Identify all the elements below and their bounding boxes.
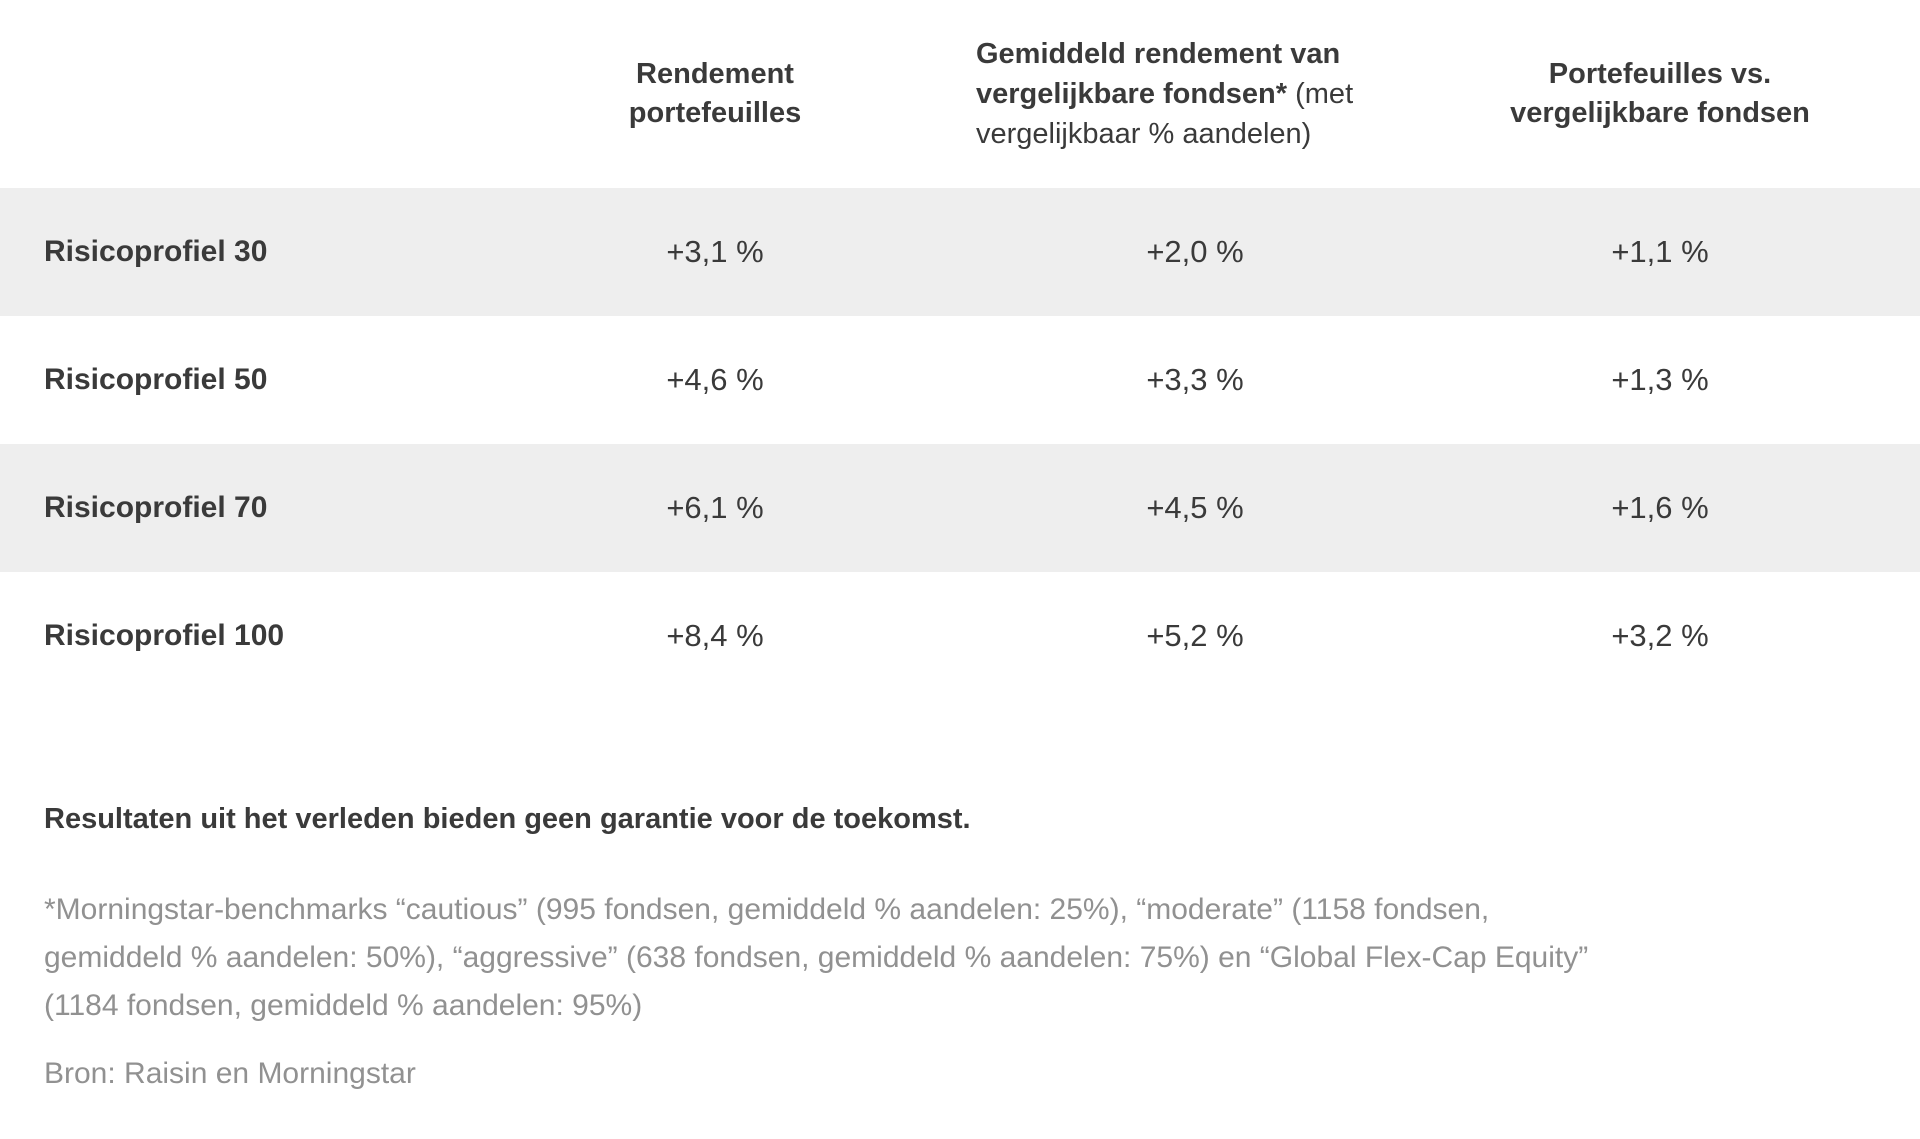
header-empty-cell (0, 0, 470, 188)
footnote-line: gemiddeld % aandelen: 50%), “aggressive”… (44, 941, 1589, 974)
cell-difference: +3,2 % (1611, 618, 1709, 653)
row-label: Risicoprofiel 100 (44, 619, 285, 652)
table-row-risicoprofiel-100: Risicoprofiel 100 +8,4 % +5,2 % +3,2 % (0, 572, 1920, 700)
header-line: portefeuilles (628, 97, 802, 129)
header-line: Rendement (636, 58, 794, 90)
footnote-line: (1184 fondsen, gemiddeld % aandelen: 95%… (44, 989, 643, 1022)
returns-table: Rendement portefeuilles Gemiddeld rendem… (0, 0, 1920, 700)
header-regular-part: (met vergelijkbaar % aandelen) (976, 78, 1354, 150)
cell-portfolio-return: +3,1 % (666, 234, 764, 269)
footnote-line: *Morningstar-benchmarks “cautious” (995 … (44, 893, 1490, 926)
header-gemiddeld-rendement: Gemiddeld rendement van vergelijkbare fo… (960, 0, 1430, 188)
header-line: Portefeuilles vs. (1548, 58, 1772, 90)
past-performance-disclaimer: Resultaten uit het verleden bieden geen … (44, 803, 971, 835)
cell-benchmark-return: +3,3 % (1146, 362, 1244, 397)
cell-difference: +1,3 % (1611, 362, 1709, 397)
table-row-risicoprofiel-50: Risicoprofiel 50 +4,6 % +3,3 % +1,3 % (0, 316, 1920, 444)
cell-difference: +1,1 % (1611, 234, 1709, 269)
header-portefeuilles-vs-fondsen: Portefeuilles vs. vergelijkbare fondsen (1430, 0, 1890, 188)
cell-portfolio-return: +8,4 % (666, 618, 764, 653)
header-line: vergelijkbare fondsen (1510, 97, 1810, 129)
header-rendement-portefeuilles: Rendement portefeuilles (470, 0, 960, 188)
benchmark-footnote: *Morningstar-benchmarks “cautious” (995 … (44, 886, 1830, 1030)
row-label: Risicoprofiel 50 (44, 363, 268, 396)
table-row-risicoprofiel-30: Risicoprofiel 30 +3,1 % +2,0 % +1,1 % (0, 188, 1920, 316)
cell-benchmark-return: +4,5 % (1146, 490, 1244, 525)
footer-notes: Resultaten uit het verleden bieden geen … (0, 802, 1920, 1092)
row-label: Risicoprofiel 30 (44, 235, 268, 268)
header-bold-part: Gemiddeld rendement van vergelijkbare fo… (976, 38, 1341, 110)
cell-benchmark-return: +2,0 % (1146, 234, 1244, 269)
cell-benchmark-return: +5,2 % (1146, 618, 1244, 653)
table-row-risicoprofiel-70: Risicoprofiel 70 +6,1 % +4,5 % +1,6 % (0, 444, 1920, 572)
cell-portfolio-return: +4,6 % (666, 362, 764, 397)
table-header-row: Rendement portefeuilles Gemiddeld rendem… (0, 0, 1920, 188)
cell-portfolio-return: +6,1 % (666, 490, 764, 525)
row-label: Risicoprofiel 70 (44, 491, 268, 524)
cell-difference: +1,6 % (1611, 490, 1709, 525)
source-attribution: Bron: Raisin en Morningstar (44, 1057, 416, 1090)
